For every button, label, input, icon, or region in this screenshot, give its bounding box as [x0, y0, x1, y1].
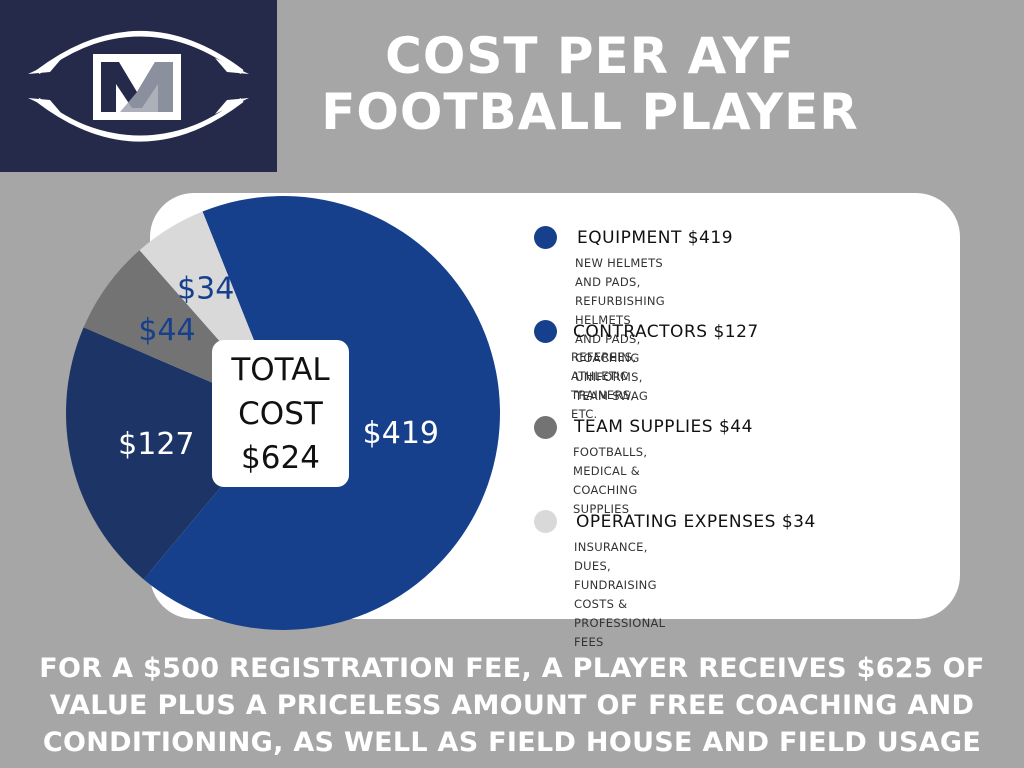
- legend-desc-line: INSURANCE, DUES, FUNDRAISING COSTS &: [574, 540, 657, 611]
- page-title: COST PER AYF FOOTBALL PLAYER: [280, 28, 900, 140]
- legend-dot: [534, 320, 557, 343]
- legend-desc-line: AND PADS, COACHING UNIFORMS, TEAM SWAG: [575, 332, 649, 403]
- legend-title: CONTRACTORS $127: [573, 322, 759, 342]
- title-line-1: COST PER AYF: [385, 27, 795, 85]
- legend-desc: INSURANCE, DUES, FUNDRAISING COSTS & PRO…: [574, 538, 665, 652]
- legend-desc-line: REFEREES, ATHLETIC TRAINERS, ETC.: [571, 350, 637, 421]
- legend-desc: FOOTBALLS, MEDICAL & COACHING SUPPLIES: [573, 443, 647, 519]
- footer-line-3: CONDITIONING, AS WELL AS FIELD HOUSE AND…: [42, 727, 982, 758]
- legend-dot: [534, 416, 557, 439]
- legend-title: OPERATING EXPENSES $34: [576, 512, 816, 532]
- legend-desc-line: FOOTBALLS, MEDICAL & COACHING SUPPLIES: [573, 445, 648, 516]
- pie-label-operating-expenses: $34: [177, 271, 234, 306]
- pie-label-contractors: $127: [118, 427, 194, 462]
- team-logo: M: [0, 0, 277, 172]
- pie-label-equipment: $419: [363, 416, 439, 451]
- total-label-line-2: COST: [238, 396, 323, 432]
- legend-dot: [534, 226, 557, 249]
- legend-desc-line: PROFESSIONAL FEES: [574, 616, 666, 649]
- total-cost-box: TOTAL COST $624: [212, 340, 349, 487]
- title-line-2: FOOTBALL PLAYER: [321, 83, 859, 141]
- legend-title: TEAM SUPPLIES $44: [574, 417, 753, 437]
- total-label-line-1: TOTAL: [231, 352, 330, 388]
- footer-line-1: FOR A $500 REGISTRATION FEE, A PLAYER RE…: [39, 653, 985, 684]
- legend-desc: NEW HELMETS AND PADS, REFURBISHING HELME…: [575, 254, 665, 406]
- pie-label-team-supplies: $44: [138, 313, 195, 348]
- footer-note: FOR A $500 REGISTRATION FEE, A PLAYER RE…: [0, 650, 1024, 761]
- legend-dot: [534, 510, 557, 533]
- football-laces-icon: M: [28, 31, 249, 142]
- total-label-line-3: $624: [241, 440, 320, 476]
- legend-title: EQUIPMENT $419: [577, 228, 734, 248]
- legend-desc: REFEREES, ATHLETIC TRAINERS, ETC.: [571, 348, 636, 424]
- legend-desc-line: NEW HELMETS AND PADS, REFURBISHING HELME…: [575, 256, 666, 327]
- footer-line-2: VALUE PLUS A PRICELESS AMOUNT OF FREE CO…: [49, 690, 975, 721]
